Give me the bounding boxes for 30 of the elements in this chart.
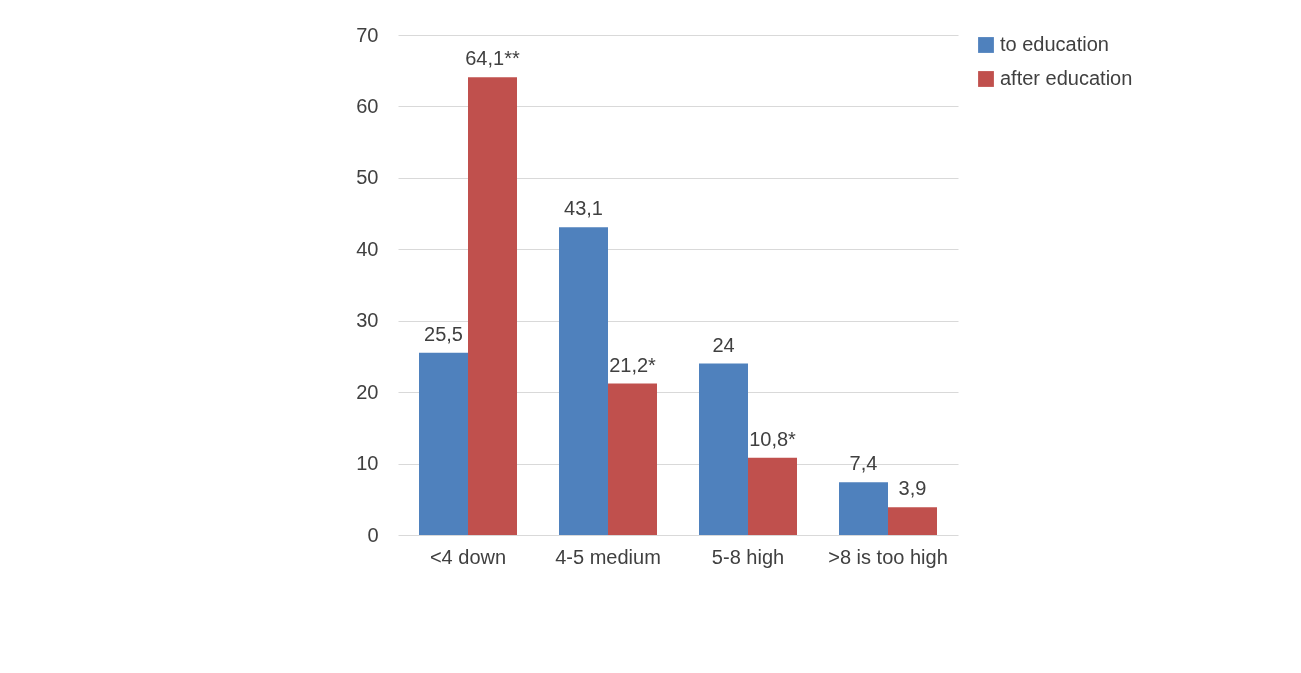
y-tick-label: 10 <box>356 452 379 475</box>
y-tick-label: 50 <box>356 166 379 189</box>
x-tick-label: >8 is too high <box>828 545 948 568</box>
bar <box>559 227 608 535</box>
data-label: 24 <box>712 333 735 356</box>
y-tick-label: 60 <box>356 94 379 117</box>
x-tick-label: 5-8 high <box>711 545 785 568</box>
bar <box>468 77 517 535</box>
data-label: 64,1** <box>465 47 520 70</box>
bar <box>839 482 888 535</box>
data-label: 25,5 <box>424 322 463 345</box>
data-label: 3,9 <box>898 477 927 500</box>
bar <box>419 352 468 535</box>
y-tick-label: 40 <box>356 237 379 260</box>
y-tick-label: 0 <box>367 523 379 546</box>
data-label: 10,8* <box>749 427 797 450</box>
data-label: 7,4 <box>849 452 878 475</box>
bar <box>699 363 748 535</box>
bar <box>888 507 937 535</box>
bar <box>608 383 657 535</box>
y-tick-label: 20 <box>356 380 379 403</box>
bar <box>748 457 797 535</box>
y-tick-label: 70 <box>356 23 379 46</box>
x-tick-label: 4-5 medium <box>555 545 661 568</box>
x-tick-label: <4 down <box>429 545 507 568</box>
data-label: 43,1 <box>564 197 603 220</box>
legend-label: to education <box>1000 33 1109 55</box>
data-label: 21,2* <box>609 353 657 376</box>
legend-label: after education <box>1000 67 1133 89</box>
y-tick-label: 30 <box>356 309 379 332</box>
